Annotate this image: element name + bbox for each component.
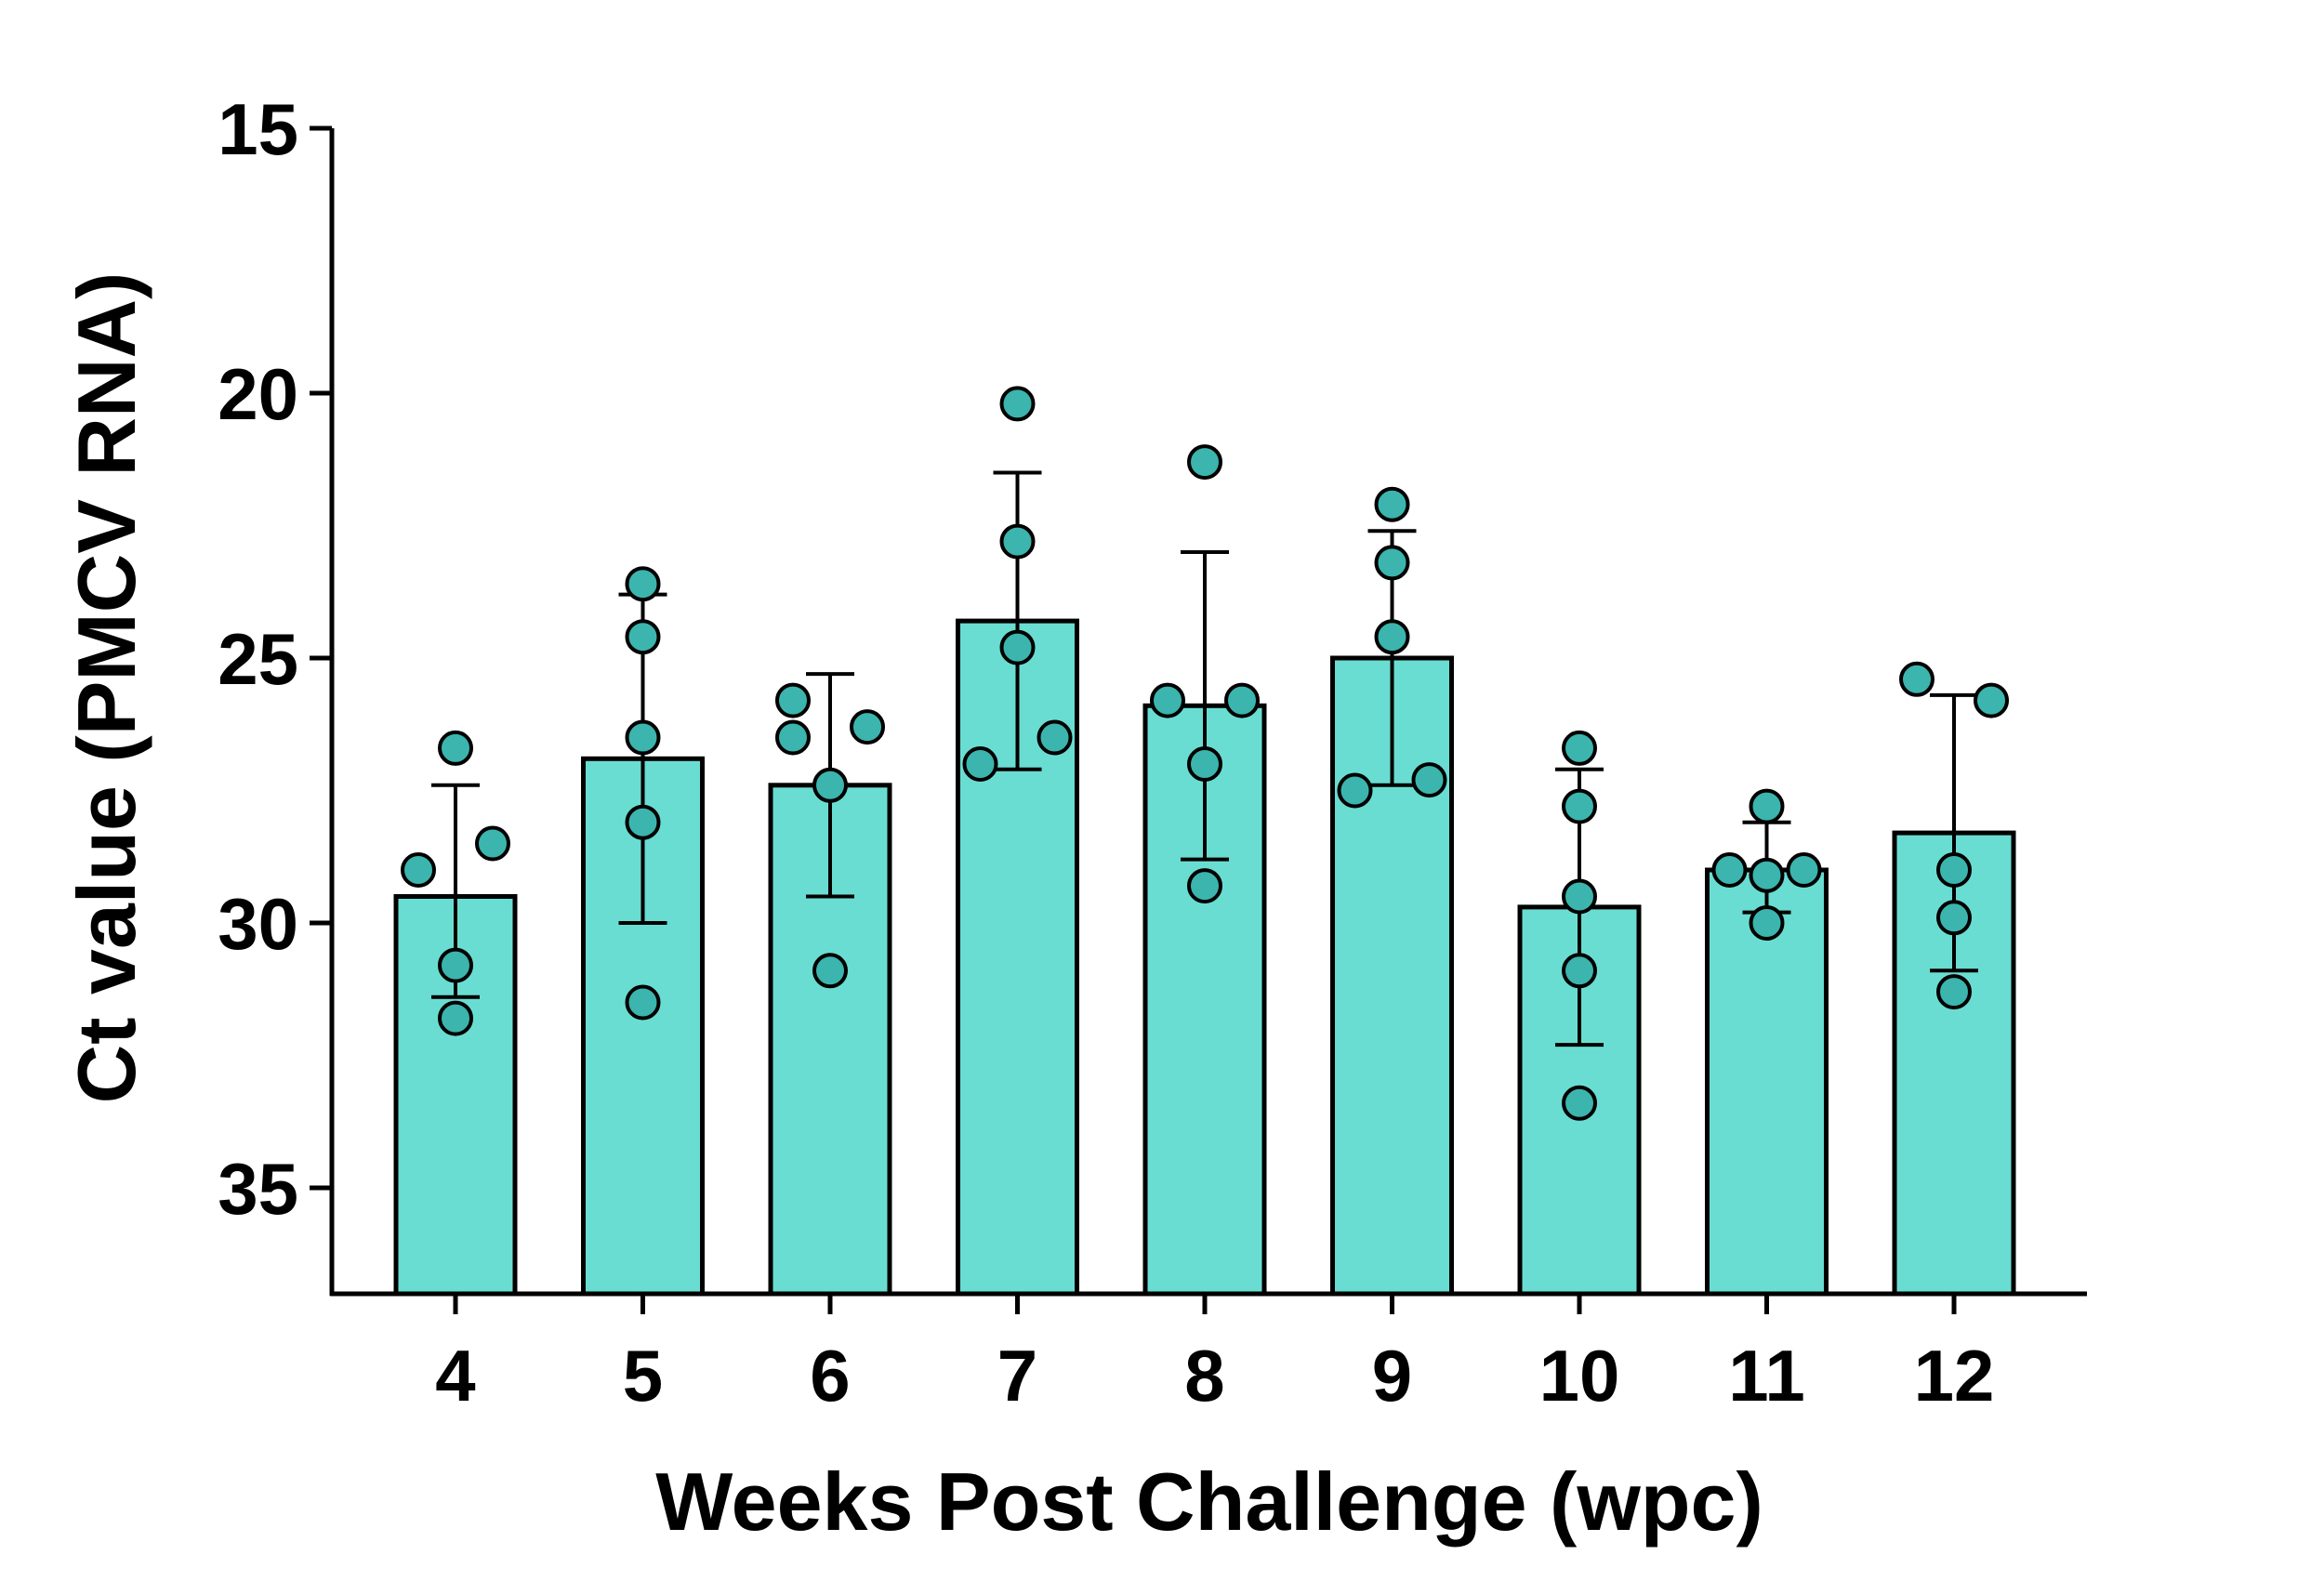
x-tick-label: 10 <box>1539 1335 1620 1416</box>
data-point <box>1562 878 1597 915</box>
data-point <box>1374 619 1410 655</box>
data-point <box>1187 746 1222 782</box>
data-point <box>1150 682 1185 718</box>
data-point <box>1562 788 1597 824</box>
data-point <box>1562 953 1597 989</box>
data-point <box>1224 682 1260 718</box>
data-point <box>1374 545 1410 581</box>
data-point <box>1411 762 1447 798</box>
data-point <box>999 386 1036 422</box>
x-tick-label: 7 <box>997 1335 1037 1416</box>
y-tick-label: 35 <box>218 1148 298 1230</box>
data-point <box>999 523 1036 560</box>
data-point <box>1562 730 1597 766</box>
y-tick-label: 25 <box>218 618 298 700</box>
data-point <box>625 719 661 756</box>
x-axis-title: Weeks Post Challenge (wpc) <box>655 1456 1763 1548</box>
x-tick-label: 5 <box>623 1335 663 1416</box>
data-point <box>1374 486 1410 522</box>
data-point <box>438 1000 473 1036</box>
data-point <box>1187 868 1222 904</box>
y-ticks: 15 20 25 30 35 <box>218 88 332 1230</box>
data-point <box>1936 852 1972 888</box>
y-axis-title: Ct value (PMCV RNA) <box>60 272 152 1104</box>
data-point <box>1187 444 1222 481</box>
data-point <box>625 984 661 1021</box>
data-point <box>850 709 885 745</box>
data-point <box>1749 857 1785 893</box>
data-point <box>812 767 848 803</box>
data-point <box>1711 852 1748 888</box>
y-tick-label: 30 <box>218 883 298 965</box>
data-point <box>1749 788 1785 824</box>
data-point <box>775 719 811 756</box>
x-tick-label: 4 <box>435 1335 475 1416</box>
data-point <box>401 852 436 888</box>
data-point <box>1337 772 1373 809</box>
data-point <box>1974 682 2009 718</box>
data-point <box>625 804 661 840</box>
x-tick-label: 12 <box>1914 1335 1995 1416</box>
x-tick-label: 11 <box>1728 1335 1804 1416</box>
data-point <box>962 746 998 782</box>
y-tick-label: 20 <box>218 353 298 435</box>
data-point <box>1936 900 1972 936</box>
axes-layer <box>329 128 2087 1297</box>
points-layer <box>401 386 2009 1121</box>
data-point <box>812 953 848 989</box>
x-ticks: 4 5 6 7 8 9 10 11 12 <box>435 1294 1994 1416</box>
data-point <box>1899 661 1934 697</box>
data-point <box>775 682 811 718</box>
data-point <box>1786 852 1822 888</box>
data-point <box>625 566 661 602</box>
data-point <box>999 629 1036 665</box>
data-point <box>1562 1085 1597 1121</box>
data-point <box>1749 905 1785 941</box>
data-point <box>1037 719 1073 756</box>
data-point <box>625 619 661 655</box>
y-tick-label: 15 <box>218 88 298 170</box>
data-point <box>1936 974 1972 1010</box>
x-tick-label: 9 <box>1372 1335 1412 1416</box>
data-point <box>438 730 473 766</box>
data-point <box>438 947 473 983</box>
data-point <box>475 825 510 862</box>
x-tick-label: 6 <box>810 1335 850 1416</box>
x-tick-label: 8 <box>1184 1335 1224 1416</box>
